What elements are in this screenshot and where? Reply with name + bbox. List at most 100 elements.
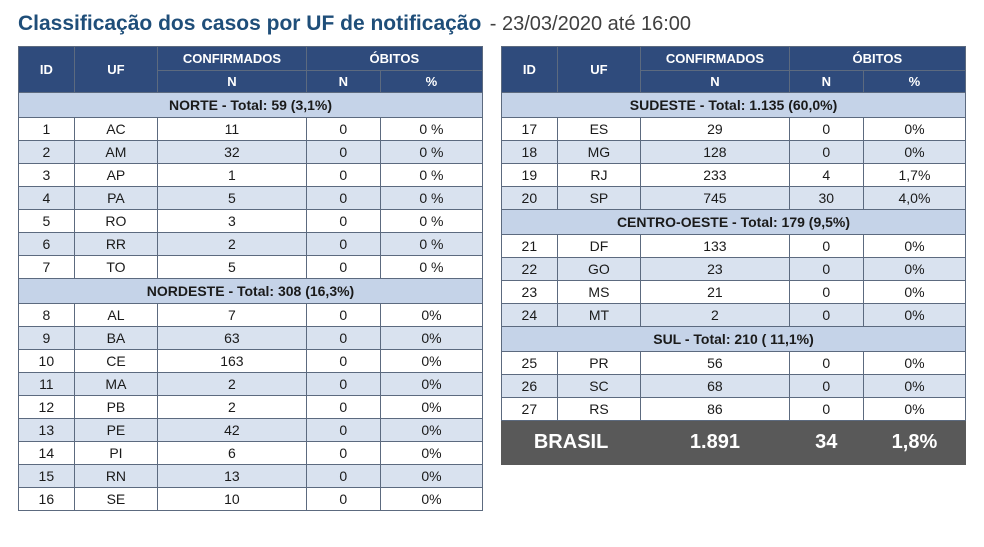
cell-id: 1 bbox=[19, 118, 75, 141]
cell-conf: 13 bbox=[158, 465, 306, 488]
table-row: 9BA6300% bbox=[19, 327, 483, 350]
cell-id: 22 bbox=[502, 258, 558, 281]
cell-conf: 128 bbox=[641, 141, 789, 164]
cell-obp: 0% bbox=[863, 304, 965, 327]
cell-id: 13 bbox=[19, 419, 75, 442]
cell-obn: 0 bbox=[306, 233, 380, 256]
cell-conf: 2 bbox=[158, 396, 306, 419]
cell-uf: CE bbox=[74, 350, 158, 373]
table-row: 20SP745304,0% bbox=[502, 187, 966, 210]
cell-id: 12 bbox=[19, 396, 75, 419]
cell-conf: 29 bbox=[641, 118, 789, 141]
cell-obn: 0 bbox=[306, 373, 380, 396]
cell-id: 10 bbox=[19, 350, 75, 373]
table-row: 5RO300 % bbox=[19, 210, 483, 233]
cell-conf: 1 bbox=[158, 164, 306, 187]
cell-conf: 745 bbox=[641, 187, 789, 210]
cell-id: 24 bbox=[502, 304, 558, 327]
cell-obp: 0% bbox=[380, 465, 482, 488]
cell-obp: 0% bbox=[863, 352, 965, 375]
cell-conf: 68 bbox=[641, 375, 789, 398]
table-row: 3AP100 % bbox=[19, 164, 483, 187]
right-table: ID UF CONFIRMADOS ÓBITOS N N % SUDESTE -… bbox=[501, 46, 966, 465]
cell-uf: AP bbox=[74, 164, 158, 187]
cell-conf: 56 bbox=[641, 352, 789, 375]
th-obitos: ÓBITOS bbox=[789, 47, 965, 71]
cell-obn: 0 bbox=[789, 235, 863, 258]
region-header: NORTE - Total: 59 (3,1%) bbox=[19, 93, 483, 118]
th-ob-n: N bbox=[306, 71, 380, 93]
cell-id: 27 bbox=[502, 398, 558, 421]
cell-id: 23 bbox=[502, 281, 558, 304]
cell-obn: 0 bbox=[306, 210, 380, 233]
left-column: ID UF CONFIRMADOS ÓBITOS N N % NORTE - T… bbox=[18, 46, 483, 511]
table-row: 26SC6800% bbox=[502, 375, 966, 398]
cell-obp: 0% bbox=[380, 442, 482, 465]
cell-obn: 0 bbox=[789, 258, 863, 281]
tables-container: ID UF CONFIRMADOS ÓBITOS N N % NORTE - T… bbox=[18, 46, 966, 511]
cell-obp: 0 % bbox=[380, 210, 482, 233]
cell-id: 2 bbox=[19, 141, 75, 164]
cell-uf: PE bbox=[74, 419, 158, 442]
cell-id: 14 bbox=[19, 442, 75, 465]
cell-conf: 5 bbox=[158, 256, 306, 279]
cell-obp: 0 % bbox=[380, 141, 482, 164]
cell-uf: SC bbox=[557, 375, 641, 398]
total-row: BRASIL1.891341,8% bbox=[502, 421, 966, 465]
cell-id: 11 bbox=[19, 373, 75, 396]
cell-uf: MG bbox=[557, 141, 641, 164]
cell-obp: 0% bbox=[380, 350, 482, 373]
cell-conf: 133 bbox=[641, 235, 789, 258]
total-obn: 34 bbox=[789, 421, 863, 465]
cell-obn: 0 bbox=[306, 327, 380, 350]
total-obp: 1,8% bbox=[863, 421, 965, 465]
cell-obn: 0 bbox=[306, 350, 380, 373]
cell-uf: TO bbox=[74, 256, 158, 279]
cell-obn: 0 bbox=[306, 488, 380, 511]
th-obitos: ÓBITOS bbox=[306, 47, 482, 71]
cell-obp: 0% bbox=[863, 235, 965, 258]
cell-obp: 0 % bbox=[380, 256, 482, 279]
cell-uf: DF bbox=[557, 235, 641, 258]
table-row: 2AM3200 % bbox=[19, 141, 483, 164]
cell-conf: 63 bbox=[158, 327, 306, 350]
cell-obn: 0 bbox=[789, 118, 863, 141]
cell-obp: 0% bbox=[863, 258, 965, 281]
cell-id: 17 bbox=[502, 118, 558, 141]
cell-uf: PB bbox=[74, 396, 158, 419]
table-row: 1AC1100 % bbox=[19, 118, 483, 141]
table-row: 7TO500 % bbox=[19, 256, 483, 279]
table-row: 12PB200% bbox=[19, 396, 483, 419]
th-ob-pct: % bbox=[380, 71, 482, 93]
region-header: CENTRO-OESTE - Total: 179 (9,5%) bbox=[502, 210, 966, 235]
table-row: 11MA200% bbox=[19, 373, 483, 396]
cell-obp: 0% bbox=[380, 304, 482, 327]
cell-conf: 86 bbox=[641, 398, 789, 421]
table-row: 22GO2300% bbox=[502, 258, 966, 281]
cell-obn: 0 bbox=[789, 375, 863, 398]
cell-conf: 32 bbox=[158, 141, 306, 164]
cell-obp: 0% bbox=[380, 419, 482, 442]
cell-id: 21 bbox=[502, 235, 558, 258]
table-row: 8AL700% bbox=[19, 304, 483, 327]
cell-obn: 4 bbox=[789, 164, 863, 187]
cell-id: 18 bbox=[502, 141, 558, 164]
table-row: 16SE1000% bbox=[19, 488, 483, 511]
cell-obn: 0 bbox=[306, 187, 380, 210]
cell-conf: 42 bbox=[158, 419, 306, 442]
cell-uf: AC bbox=[74, 118, 158, 141]
cell-obn: 0 bbox=[306, 419, 380, 442]
cell-uf: MA bbox=[74, 373, 158, 396]
cell-conf: 2 bbox=[158, 373, 306, 396]
table-row: 10CE16300% bbox=[19, 350, 483, 373]
cell-uf: GO bbox=[557, 258, 641, 281]
cell-conf: 5 bbox=[158, 187, 306, 210]
table-row: 13PE4200% bbox=[19, 419, 483, 442]
th-confirmados: CONFIRMADOS bbox=[641, 47, 789, 71]
cell-id: 26 bbox=[502, 375, 558, 398]
th-conf-n: N bbox=[641, 71, 789, 93]
cell-conf: 3 bbox=[158, 210, 306, 233]
cell-id: 4 bbox=[19, 187, 75, 210]
table-row: 24MT200% bbox=[502, 304, 966, 327]
region-label: NORDESTE - Total: 308 (16,3%) bbox=[19, 279, 483, 304]
